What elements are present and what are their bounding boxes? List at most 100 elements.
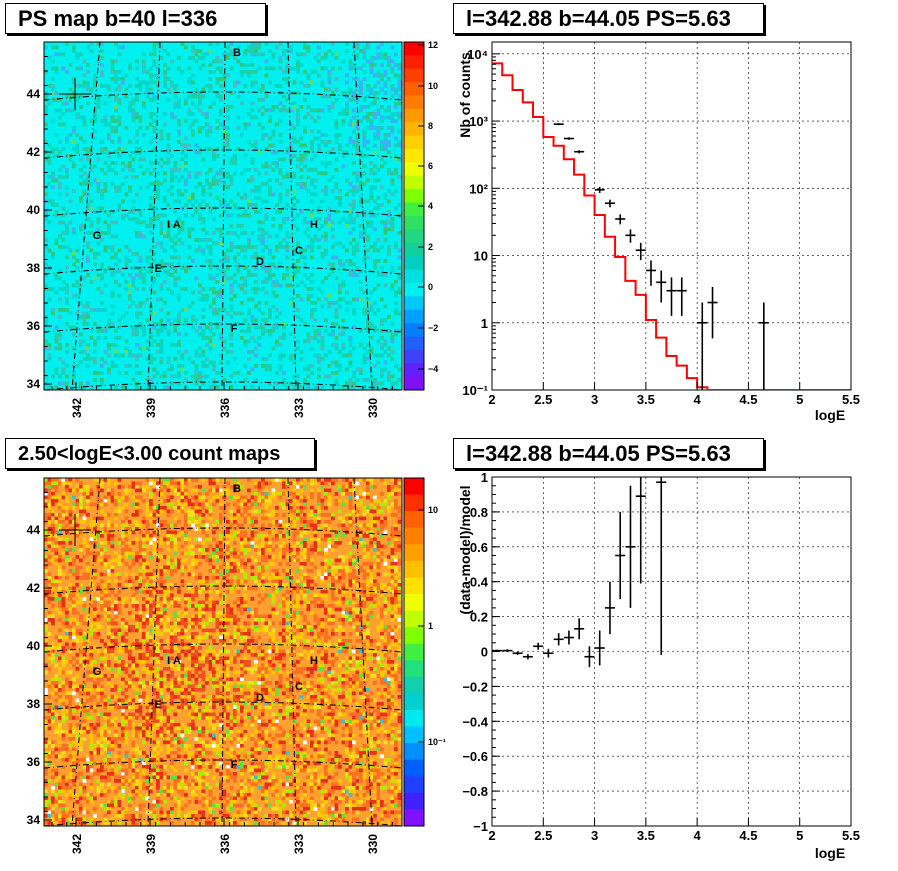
- map-pixel: [243, 329, 248, 333]
- map-pixel: [138, 590, 143, 594]
- map-pixel: [362, 52, 367, 57]
- map-pixel: [173, 318, 178, 323]
- map-pixel: [341, 565, 346, 570]
- map-pixel: [303, 262, 307, 267]
- map-pixel: [100, 548, 104, 552]
- map-pixel: [47, 544, 52, 549]
- map-pixel: [341, 154, 346, 158]
- map-pixel: [226, 360, 230, 365]
- map-pixel: [222, 562, 227, 566]
- map-pixel: [320, 481, 325, 486]
- map-pixel: [89, 520, 94, 524]
- map-pixel: [149, 77, 153, 81]
- map-pixel: [373, 378, 377, 382]
- map-pixel: [296, 241, 300, 246]
- map-pixel: [366, 105, 370, 109]
- map-pixel: [397, 558, 402, 563]
- map-pixel: [152, 548, 157, 552]
- spectrum-xlabel: logE: [815, 407, 845, 423]
- map-pixel: [180, 353, 185, 358]
- map-pixel: [345, 290, 349, 295]
- map-pixel: [264, 502, 269, 507]
- map-pixel: [362, 213, 367, 218]
- map-pixel: [257, 565, 262, 570]
- map-pixel: [93, 371, 97, 375]
- map-pixel: [156, 513, 160, 517]
- map-pixel: [397, 590, 402, 594]
- map-pixel: [79, 301, 83, 305]
- map-pixel: [124, 175, 129, 179]
- map-pixel: [226, 255, 230, 260]
- map-pixel: [173, 248, 178, 253]
- map-pixel: [268, 192, 272, 197]
- map-pixel: [163, 280, 167, 284]
- map-pixel: [310, 537, 314, 542]
- map-pixel: [338, 367, 342, 372]
- map-pixel: [208, 537, 213, 542]
- map-pixel: [135, 315, 139, 319]
- map-pixel: [86, 322, 90, 326]
- map-pixel: [310, 481, 314, 486]
- map-pixel: [394, 364, 398, 368]
- map-pixel: [191, 196, 195, 200]
- map-pixel: [208, 562, 213, 566]
- map-pixel: [131, 353, 136, 358]
- map-pixel: [222, 273, 227, 277]
- map-pixel: [376, 129, 381, 134]
- map-pixel: [219, 287, 223, 291]
- map-pixel: [114, 94, 118, 99]
- map-pixel: [282, 52, 286, 57]
- map-pixel: [135, 506, 139, 510]
- map-pixel: [355, 52, 360, 57]
- map-pixel: [303, 597, 307, 601]
- map-pixel: [173, 269, 178, 274]
- map-pixel: [89, 224, 94, 228]
- map-pixel: [128, 84, 132, 88]
- map-pixel: [334, 544, 339, 549]
- map-pixel: [212, 360, 216, 365]
- map-pixel: [331, 266, 335, 270]
- map-pixel: [324, 318, 328, 323]
- map-pixel: [75, 485, 80, 489]
- map-pixel: [271, 509, 276, 514]
- map-pixel: [201, 297, 206, 302]
- map-pixel: [159, 569, 164, 573]
- map-pixel: [75, 143, 80, 148]
- map-pixel: [72, 94, 76, 99]
- map-pixel: [338, 516, 342, 521]
- map-pixel: [222, 126, 227, 130]
- map-pixel: [261, 576, 265, 580]
- map-pixel: [208, 105, 213, 109]
- map-pixel: [341, 488, 346, 493]
- map-pixel: [313, 136, 318, 141]
- map-pixel: [366, 343, 370, 347]
- map-pixel: [149, 343, 153, 347]
- map-pixel: [243, 154, 248, 158]
- map-pixel: [72, 147, 76, 151]
- map-pixel: [114, 129, 118, 134]
- map-pixel: [107, 94, 111, 99]
- map-pixel: [243, 168, 248, 172]
- map-pixel: [254, 203, 258, 207]
- map-pixel: [257, 343, 262, 347]
- map-pixel: [96, 485, 101, 489]
- map-pixel: [338, 133, 342, 137]
- map-pixel: [219, 534, 223, 538]
- map-pixel: [345, 565, 349, 570]
- map-pixel: [184, 161, 188, 165]
- map-pixel: [79, 283, 83, 288]
- map-pixel: [366, 154, 370, 158]
- map-pixel: [156, 350, 160, 354]
- map-pixel: [201, 294, 206, 298]
- map-pixel: [310, 548, 314, 552]
- map-pixel: [82, 276, 87, 281]
- map-pixel: [201, 478, 206, 482]
- map-pixel: [222, 77, 227, 81]
- map-pixel: [138, 325, 143, 330]
- map-pixel: [117, 558, 122, 563]
- map-pixel: [306, 112, 311, 116]
- map-pixel: [296, 245, 300, 249]
- map-pixel: [47, 357, 52, 361]
- map-pixel: [289, 576, 293, 580]
- map-pixel: [250, 537, 255, 542]
